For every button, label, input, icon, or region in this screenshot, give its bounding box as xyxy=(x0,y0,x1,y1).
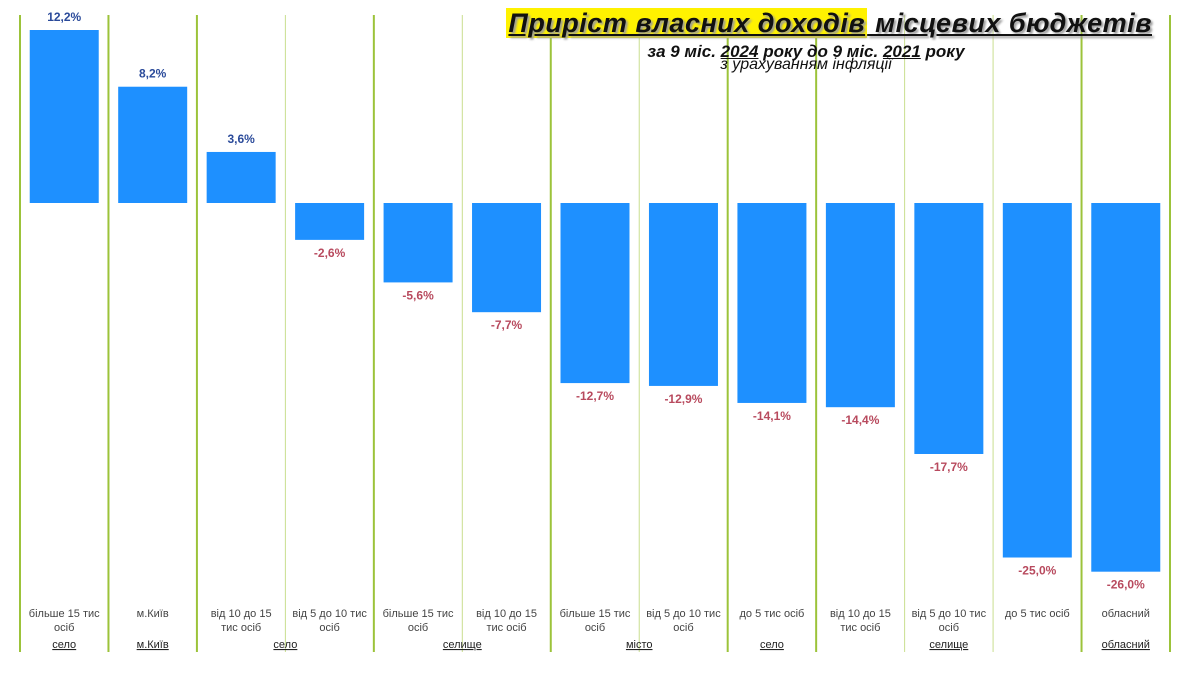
category-label: осіб xyxy=(319,622,339,634)
category-label: осіб xyxy=(408,622,428,634)
value-label: -12,9% xyxy=(664,392,702,406)
category-label: тис осіб xyxy=(486,622,526,634)
bar xyxy=(472,203,542,313)
bar xyxy=(737,203,807,403)
chart-subtitle: за 9 міс. 2024 року до 9 міс. 2021 року xyxy=(636,42,976,62)
group-label: селище xyxy=(929,639,968,651)
group-label: селище xyxy=(443,639,482,651)
subtitle-year-1: 2024 xyxy=(720,42,759,61)
bar xyxy=(1002,203,1072,558)
group-label: село xyxy=(52,639,76,651)
category-label: від 5 до 10 тис xyxy=(912,608,987,620)
category-dividers xyxy=(19,15,1171,652)
value-label: -2,6% xyxy=(314,246,346,260)
chart-subtitle-inflation: з урахуванням інфляції xyxy=(720,56,892,73)
bar xyxy=(914,203,984,454)
category-label: від 5 до 10 тис xyxy=(292,608,367,620)
value-label: -14,1% xyxy=(753,409,791,423)
category-labels: більше 15 тис осіб м.Київ від 10 до 15 тис о… xyxy=(29,608,1150,634)
group-labels: село м.Київ село селище місто село селище облас… xyxy=(52,639,1150,651)
category-label: до 5 тис осіб xyxy=(739,608,804,620)
bar xyxy=(825,203,895,408)
value-label: -17,7% xyxy=(930,460,968,474)
category-label: від 10 до 15 xyxy=(830,608,891,620)
value-label: 12,2% xyxy=(47,10,81,24)
category-label: м.Київ xyxy=(137,608,169,620)
value-label: 3,6% xyxy=(227,132,255,146)
category-label: від 10 до 15 xyxy=(476,608,537,620)
bar xyxy=(560,203,630,384)
value-label: -25,0% xyxy=(1018,564,1056,578)
category-label: обласний xyxy=(1102,608,1150,620)
category-label: тис осіб xyxy=(221,622,261,634)
subtitle-part-3: року xyxy=(920,42,965,61)
category-label: осіб xyxy=(939,622,959,634)
value-label: 8,2% xyxy=(139,67,167,81)
chart-title-rest: місцевих бюджетів xyxy=(867,8,1152,38)
category-label: осіб xyxy=(673,622,693,634)
bar xyxy=(206,151,276,203)
category-label: осіб xyxy=(585,622,605,634)
category-label: до 5 тис осіб xyxy=(1005,608,1070,620)
bar xyxy=(295,203,365,240)
category-label: від 10 до 15 xyxy=(211,608,272,620)
value-label: -14,4% xyxy=(841,413,879,427)
bars xyxy=(29,30,1161,572)
chart-title-highlighted: Приріст власних доходів xyxy=(506,8,868,38)
group-label: м.Київ xyxy=(137,639,169,651)
subtitle-year-2: 2021 xyxy=(882,42,921,61)
bar xyxy=(1091,203,1161,572)
group-label: село xyxy=(760,639,784,651)
group-label: місто xyxy=(626,639,653,651)
value-labels: 12,2% 8,2% 3,6% -2,6% -5,6% -7,7% -12,7% -12,9%… xyxy=(47,10,1145,592)
value-label: -5,6% xyxy=(402,288,434,302)
group-label: обласний xyxy=(1102,639,1150,651)
category-label: осіб xyxy=(54,622,74,634)
value-label: -7,7% xyxy=(491,318,523,332)
value-label: -12,7% xyxy=(576,389,614,403)
category-label: від 5 до 10 тис xyxy=(646,608,721,620)
group-label: село xyxy=(273,639,297,651)
subtitle-part-1: за 9 міс. xyxy=(647,42,721,61)
category-label: більше 15 тис xyxy=(383,608,454,620)
bar xyxy=(383,203,453,283)
chart-title: Приріст власних доходів місцевих бюджеті… xyxy=(506,8,1152,39)
category-label: більше 15 тис xyxy=(560,608,631,620)
bar xyxy=(29,30,99,203)
category-label: тис осіб xyxy=(840,622,880,634)
bar xyxy=(118,86,188,203)
bar xyxy=(648,203,718,386)
subtitle-part-2: року до 9 міс. xyxy=(758,42,883,61)
category-label: більше 15 тис xyxy=(29,608,100,620)
value-label: -26,0% xyxy=(1107,578,1145,592)
